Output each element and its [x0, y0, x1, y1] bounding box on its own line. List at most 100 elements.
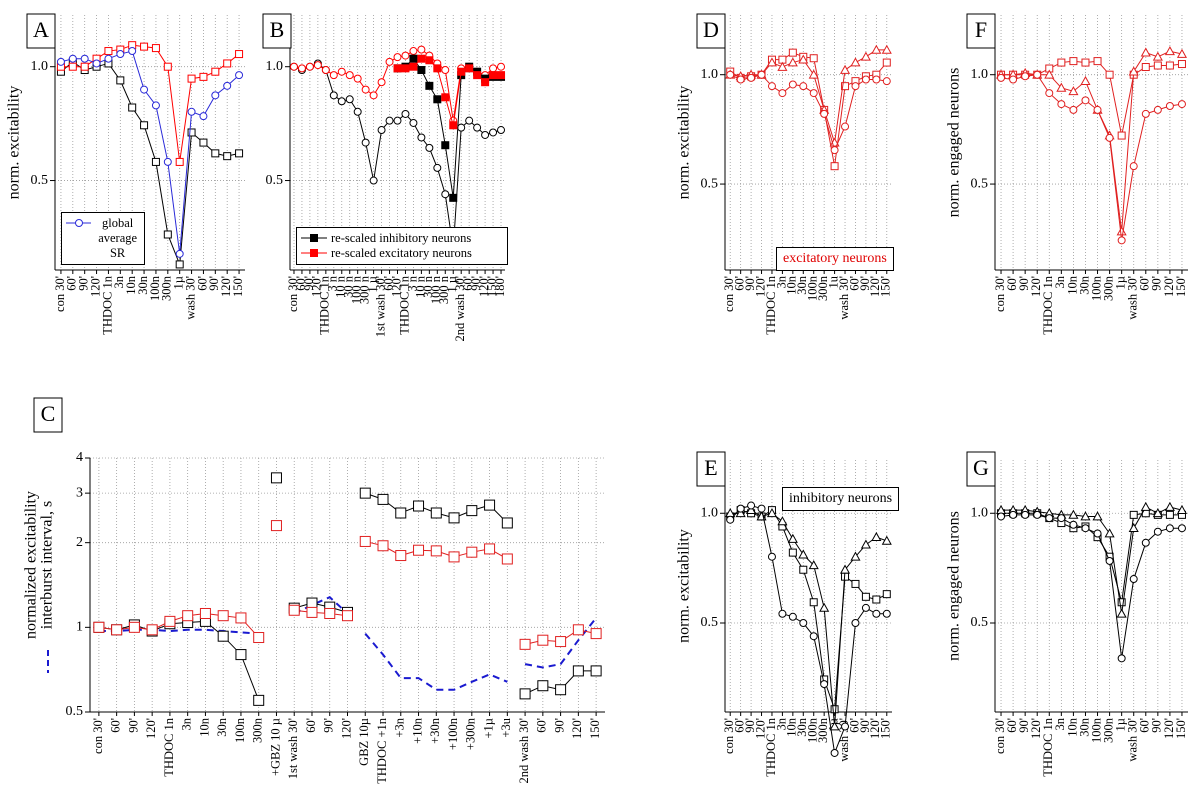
marker-square [430, 507, 442, 519]
marker-square [457, 67, 466, 76]
marker-triangle [1068, 86, 1079, 96]
marker-circle [489, 64, 498, 73]
series-line [730, 49, 887, 143]
panel-letter: B [270, 17, 285, 42]
marker-circle [882, 609, 891, 618]
x-tick-label: 1 µ [365, 276, 379, 293]
marker-square [449, 193, 458, 202]
marker-circle [830, 748, 839, 757]
marker-circle [345, 95, 354, 104]
marker-circle [809, 632, 818, 641]
x-tick-label: 150' [879, 276, 893, 297]
x-tick-label: 120' [1162, 276, 1176, 297]
legend: global average SR [61, 212, 145, 265]
x-tick-label: +30n [428, 717, 442, 744]
x-tick-label: 1u [826, 275, 840, 288]
x-tick-label: THDOC +1n [375, 717, 389, 783]
marker-triangle [1080, 511, 1091, 521]
marker-triangle [1104, 528, 1115, 538]
marker-circle [820, 680, 829, 689]
marker-circle [1165, 102, 1174, 111]
marker-square [306, 606, 318, 618]
y-tick-label: 1 [76, 620, 83, 635]
x-tick-label: 60' [535, 718, 549, 733]
marker-square [1069, 57, 1078, 66]
marker-circle [377, 78, 386, 87]
marker-circle [75, 219, 83, 227]
marker-square [489, 71, 498, 80]
marker-square [223, 152, 232, 161]
x-tick-label: 120' [1162, 718, 1176, 739]
series-line [60, 44, 240, 162]
series-line [364, 632, 508, 691]
marker-circle [1057, 514, 1066, 523]
x-tick-label: 90' [469, 276, 483, 291]
x-tick-label: 90' [858, 276, 872, 291]
marker-square [466, 546, 478, 558]
marker-triangle [787, 57, 798, 67]
x-tick-label: 1µ [1114, 276, 1128, 289]
marker-square [430, 545, 442, 557]
x-tick-label: 300n [816, 717, 830, 743]
marker-square [253, 694, 265, 706]
panel-letter: E [704, 455, 717, 480]
marker-circle [997, 73, 1006, 82]
x-tick-label: 300n [1101, 717, 1115, 743]
x-tick-label: 120' [868, 718, 882, 739]
marker-circle [1033, 70, 1042, 79]
series-line [730, 509, 887, 727]
marker-square [342, 610, 353, 622]
marker-square [501, 517, 513, 529]
x-tick-label: +100n [446, 717, 460, 750]
x-tick-label: 90' [858, 718, 872, 733]
marker-square [270, 520, 282, 532]
marker-circle [882, 77, 891, 86]
marker-triangle [787, 533, 798, 543]
marker-square [519, 638, 531, 650]
x-tick-label: THDOC 1n [100, 275, 114, 334]
marker-circle [329, 71, 338, 80]
marker-square [409, 62, 418, 71]
x-tick-label: 300n [160, 275, 174, 301]
y-axis-label: norm. engaged neurons [946, 68, 963, 218]
marker-square [830, 705, 839, 714]
x-tick-label: 1 µ [445, 276, 459, 293]
marker-square [433, 64, 442, 73]
y-axis-label: norm. excitability [676, 529, 693, 643]
marker-circle [809, 89, 818, 98]
marker-square [537, 680, 549, 692]
x-tick-label: 120' [570, 718, 584, 739]
marker-square [377, 540, 389, 552]
marker-circle [1129, 162, 1138, 171]
marker-square [217, 630, 229, 642]
marker-square [235, 149, 244, 158]
x-tick-label: 120' [339, 718, 353, 739]
x-tick-label: 150' [879, 718, 893, 739]
marker-square [1165, 510, 1174, 519]
marker-circle [80, 54, 89, 63]
marker-square [413, 500, 425, 512]
x-tick-label: 1µ [172, 276, 186, 289]
marker-square [1057, 58, 1066, 67]
x-tick-label: 100 n [429, 275, 443, 304]
marker-square [433, 95, 442, 104]
marker-circle [393, 53, 402, 62]
x-tick-label: 90' [743, 276, 757, 291]
panel-letter: D [703, 17, 719, 42]
series-line [729, 509, 888, 710]
marker-circle [861, 75, 870, 84]
marker-circle [289, 62, 298, 71]
y-tick-label: 0.5 [31, 173, 49, 188]
marker-circle [313, 61, 322, 70]
marker-triangle [766, 57, 778, 67]
marker-square [199, 72, 208, 81]
x-tick-label: 100n [233, 717, 247, 743]
marker-square [448, 551, 460, 563]
marker-circle [1141, 109, 1150, 118]
marker-square [497, 71, 506, 80]
x-tick-label: 120' [753, 276, 767, 297]
marker-triangle [808, 69, 819, 79]
marker-circle [68, 54, 77, 63]
marker-triangle [871, 44, 882, 54]
x-tick-label: 100n [806, 275, 820, 301]
